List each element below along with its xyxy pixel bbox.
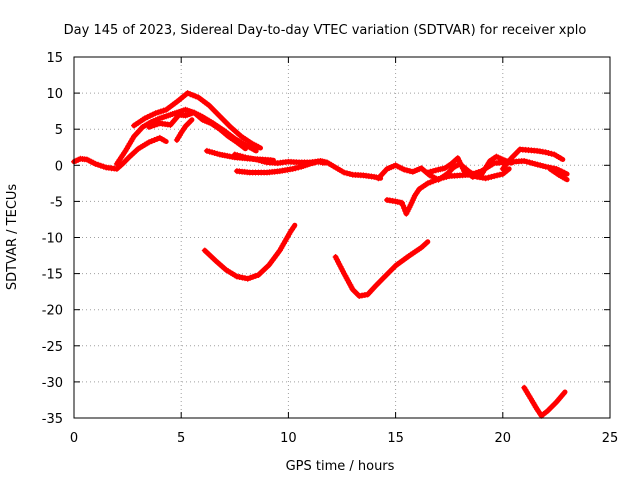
y-tick-label: -35 (42, 412, 63, 427)
y-tick-label: -5 (50, 195, 63, 210)
series-arc-9 (202, 222, 298, 282)
x-tick-label: 20 (495, 431, 512, 446)
y-tick-label: 0 (55, 159, 63, 174)
x-tick-label: 10 (280, 431, 297, 446)
y-tick-label: 5 (55, 123, 63, 138)
series-arc-10 (333, 239, 431, 299)
series-markers-arc-9 (201, 224, 297, 282)
series-markers-arc-5 (173, 118, 194, 143)
series-markers-arc-3 (131, 90, 262, 150)
series-markers-arc-17 (521, 384, 567, 419)
series-arc-1 (71, 135, 169, 172)
x-tick-label: 15 (387, 431, 404, 446)
chart-title: Day 145 of 2023, Sidereal Day-to-day VTE… (64, 23, 587, 38)
series-markers-arc-10 (332, 240, 429, 299)
y-tick-label: -15 (42, 268, 63, 283)
x-tick-label: 0 (70, 431, 78, 446)
series-markers-arc-16 (547, 165, 568, 182)
y-tick-label: 10 (46, 87, 63, 102)
series-markers-arc-1 (71, 134, 167, 172)
x-axis-label: GPS time / hours (286, 459, 395, 474)
y-tick-label: -20 (42, 304, 63, 319)
series-markers-arc-8 (233, 158, 326, 176)
y-tick-label: 15 (46, 51, 63, 66)
series-markers-arc-14 (499, 146, 564, 172)
tick-layer: 0 5 10 15 20 25 15 10 5 0 -5 -10 -15 -20 -25 -30 -35 (42, 51, 619, 446)
series-layer (71, 90, 570, 419)
series-markers-arc-13 (424, 153, 513, 180)
y-axis-label: SDTVAR / TECUs (5, 184, 20, 291)
x-tick-label: 5 (177, 431, 185, 446)
y-tick-label: -30 (42, 376, 63, 391)
y-tick-label: -10 (42, 232, 63, 247)
y-tick-label: -25 (42, 340, 63, 355)
series-markers-arc-4 (146, 109, 247, 151)
x-tick-label: 25 (602, 431, 619, 446)
